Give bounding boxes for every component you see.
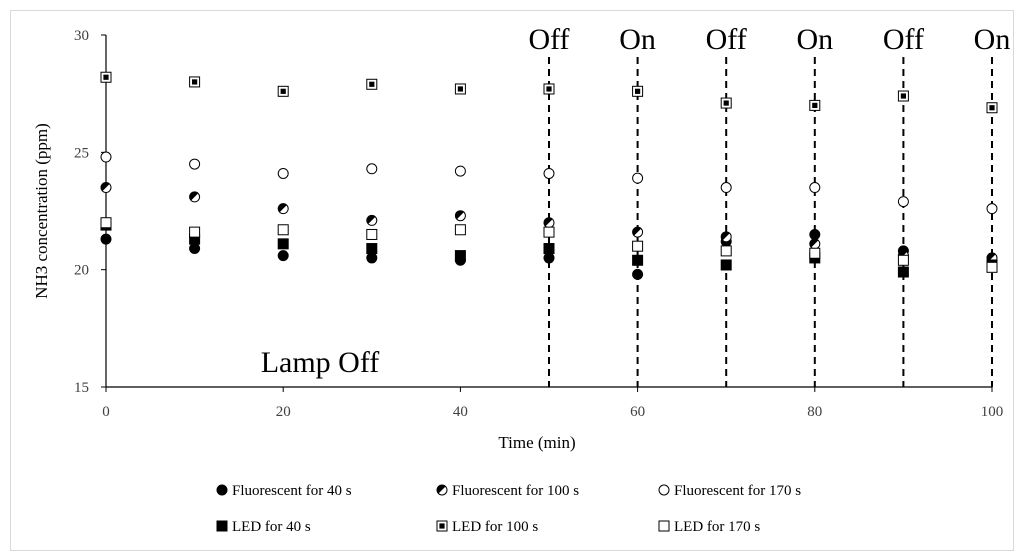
data-point	[366, 252, 378, 264]
data-point	[277, 224, 289, 236]
legend: Fluorescent for 40 s Fluorescent for 100 …	[216, 483, 801, 535]
data-point	[897, 266, 909, 278]
data-point	[189, 76, 201, 88]
data-point	[189, 158, 201, 170]
data-point	[986, 261, 998, 273]
legend-label: Fluorescent for 40 s	[232, 483, 352, 499]
axes: 15 20 25 30 0 20 40 60 80 100	[74, 28, 1003, 420]
switch-label: Off	[883, 23, 924, 56]
x-axis-title: Time (min)	[498, 433, 575, 452]
switch-label: On	[619, 23, 656, 56]
data-point	[366, 214, 378, 226]
switch-lines: Off On Off On Off On	[528, 23, 1010, 387]
data-point	[100, 182, 112, 194]
x-tick-label: 40	[453, 404, 468, 420]
data-point	[277, 250, 289, 262]
data-point	[720, 182, 732, 194]
data-point	[100, 217, 112, 229]
data-point	[189, 191, 201, 203]
data-point	[100, 71, 112, 83]
data-point	[189, 243, 201, 255]
y-tick-label: 15	[74, 380, 89, 396]
y-tick-label: 20	[74, 263, 89, 279]
data-point	[543, 83, 555, 95]
data-point	[720, 259, 732, 271]
data-point	[632, 268, 644, 280]
data-point	[366, 243, 378, 255]
data-point	[632, 172, 644, 184]
data-point	[632, 85, 644, 97]
data-point	[543, 217, 555, 229]
data-point	[454, 250, 466, 262]
legend-label: Fluorescent for 170 s	[674, 483, 801, 499]
data-point	[897, 90, 909, 102]
data-point	[454, 224, 466, 236]
legend-marker	[216, 520, 228, 532]
annotations-layer: Lamp Off	[261, 346, 380, 379]
switch-label: On	[974, 23, 1011, 56]
data-point	[632, 226, 644, 238]
y-tick-label: 30	[74, 28, 89, 44]
legend-label: Fluorescent for 100 s	[452, 483, 579, 499]
x-tick-label: 80	[807, 404, 822, 420]
data-point	[632, 240, 644, 252]
legend-label: LED for 100 s	[452, 519, 538, 535]
data-point	[100, 151, 112, 163]
switch-label: On	[796, 23, 833, 56]
data-point	[897, 254, 909, 266]
data-point	[366, 78, 378, 90]
data-point	[809, 228, 821, 240]
data-point	[809, 238, 821, 250]
x-tick-label: 100	[981, 404, 1004, 420]
data-point	[277, 85, 289, 97]
legend-marker	[436, 520, 448, 532]
data-point	[277, 203, 289, 215]
data-point	[543, 167, 555, 179]
data-point	[809, 182, 821, 194]
legend-marker	[216, 484, 228, 496]
data-point	[897, 196, 909, 208]
data-point	[366, 228, 378, 240]
legend-label: LED for 40 s	[232, 519, 311, 535]
data-point	[809, 99, 821, 111]
data-point	[986, 102, 998, 114]
data-point	[809, 247, 821, 259]
data-point	[543, 252, 555, 264]
data-point	[277, 167, 289, 179]
chart-frame	[10, 10, 1014, 551]
data-point	[100, 233, 112, 245]
data-point	[189, 226, 201, 238]
data-point	[454, 210, 466, 222]
data-point	[720, 97, 732, 109]
data-point	[543, 243, 555, 255]
y-tick-label: 25	[74, 145, 89, 161]
x-tick-label: 0	[102, 404, 110, 420]
data-point	[543, 226, 555, 238]
y-axis-title: NH3 concentration (ppm)	[32, 123, 51, 299]
lamp-off-annotation: Lamp Off	[261, 346, 380, 379]
legend-marker	[436, 484, 448, 496]
data-point	[454, 165, 466, 177]
data-point	[632, 254, 644, 266]
data-points	[100, 71, 998, 280]
x-tick-label: 60	[630, 404, 645, 420]
data-point	[277, 238, 289, 250]
x-tick-label: 20	[276, 404, 291, 420]
data-point	[986, 203, 998, 215]
data-point	[720, 245, 732, 257]
switch-label: Off	[706, 23, 747, 56]
data-point	[720, 231, 732, 243]
legend-marker	[658, 520, 670, 532]
legend-label: LED for 170 s	[674, 519, 760, 535]
switch-label: Off	[528, 23, 569, 56]
data-point	[366, 163, 378, 175]
legend-marker	[658, 484, 670, 496]
data-point	[454, 83, 466, 95]
